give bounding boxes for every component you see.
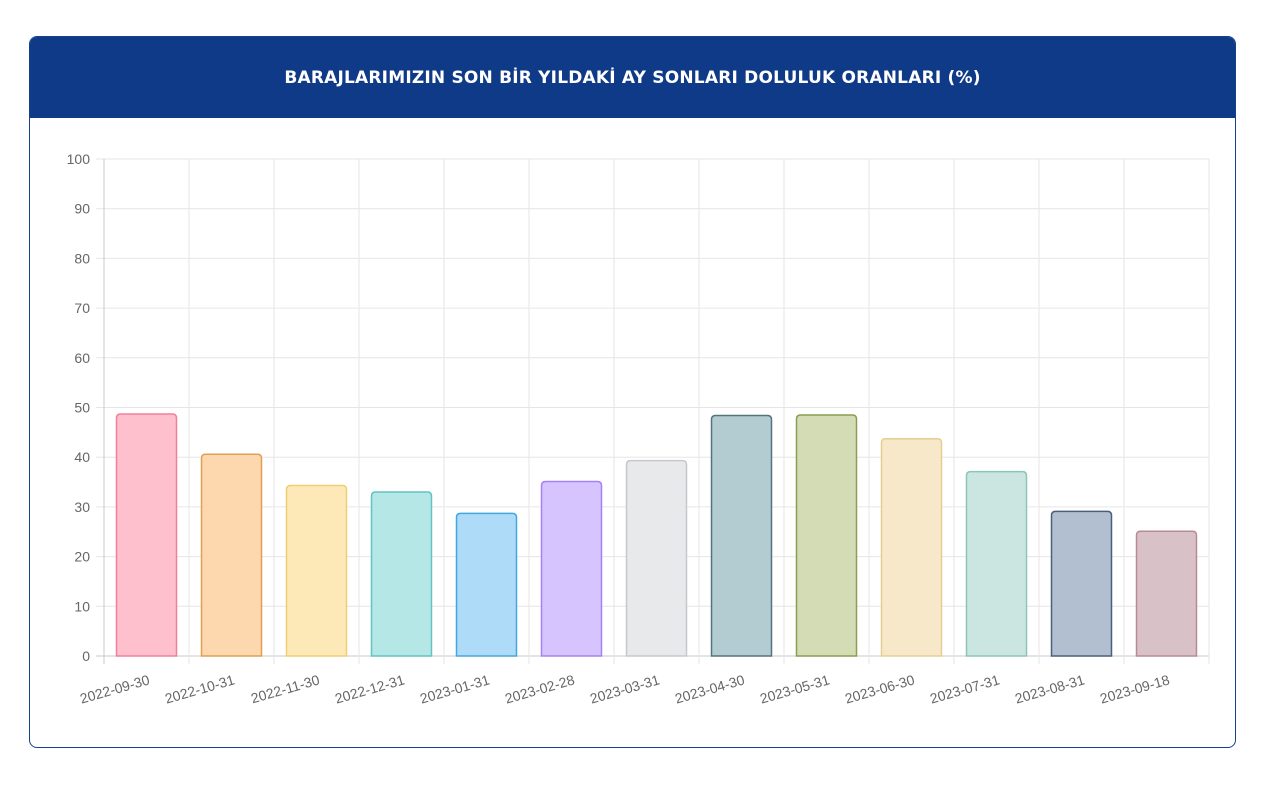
chart-title: BARAJLARIMIZIN SON BİR YILDAKİ AY SONLAR… bbox=[284, 67, 981, 88]
y-tick-label: 30 bbox=[74, 499, 90, 515]
y-tick-label: 10 bbox=[74, 598, 90, 614]
y-tick-label: 80 bbox=[74, 250, 90, 266]
bar bbox=[965, 470, 1028, 657]
y-tick-label: 50 bbox=[74, 400, 90, 416]
y-tick-label: 70 bbox=[74, 300, 90, 316]
bar bbox=[540, 480, 603, 657]
y-tick-label: 20 bbox=[74, 549, 90, 565]
x-tick-label: 2023-07-31 bbox=[928, 671, 1001, 706]
bar bbox=[795, 414, 858, 657]
bar bbox=[710, 414, 773, 657]
x-tick-label: 2023-06-30 bbox=[843, 671, 916, 706]
x-tick-label: 2023-01-31 bbox=[418, 671, 491, 706]
x-tick-label: 2023-05-31 bbox=[758, 671, 831, 706]
bar bbox=[625, 459, 688, 657]
y-tick-label: 90 bbox=[74, 201, 90, 217]
x-tick-label: 2023-08-31 bbox=[1013, 671, 1086, 706]
bar bbox=[880, 438, 943, 657]
x-tick-label: 2023-04-30 bbox=[673, 671, 746, 706]
bar bbox=[285, 484, 348, 657]
bar bbox=[455, 512, 518, 657]
x-tick-label: 2023-02-28 bbox=[503, 671, 576, 706]
chart-header: BARAJLARIMIZIN SON BİR YILDAKİ AY SONLAR… bbox=[30, 37, 1235, 118]
y-tick-label: 60 bbox=[74, 350, 90, 366]
x-tick-label: 2022-11-30 bbox=[249, 671, 321, 706]
y-tick-label: 100 bbox=[67, 151, 91, 167]
bar bbox=[1050, 510, 1113, 657]
x-tick-label: 2022-10-31 bbox=[163, 671, 236, 706]
y-tick-label: 40 bbox=[74, 449, 90, 465]
x-tick-label: 2022-09-30 bbox=[78, 671, 151, 706]
bar bbox=[200, 453, 263, 657]
x-tick-label: 2023-09-18 bbox=[1098, 671, 1171, 706]
y-tick-label: 0 bbox=[82, 648, 90, 664]
bar bbox=[370, 491, 433, 657]
x-tick-label: 2023-03-31 bbox=[588, 671, 661, 706]
bar bbox=[1135, 530, 1198, 657]
x-tick-label: 2022-12-31 bbox=[333, 671, 406, 706]
bar bbox=[115, 413, 178, 657]
